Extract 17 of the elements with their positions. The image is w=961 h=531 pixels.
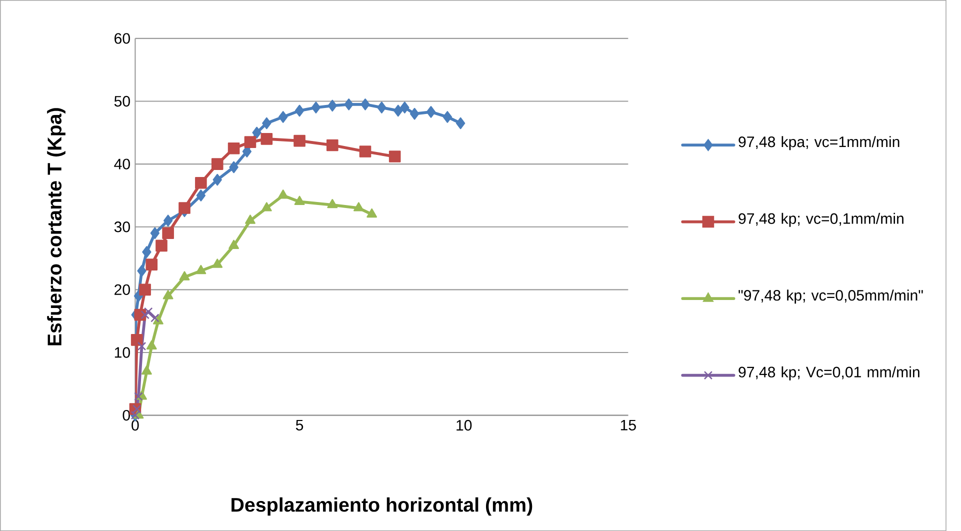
x-tick-label: 5 bbox=[296, 420, 304, 430]
x-axis-title: Desplazamiento horizontal (mm) bbox=[232, 497, 532, 516]
y-tick-label: 40 bbox=[114, 158, 130, 170]
legend-label: 97,48 kp; vc=0,1mm/min bbox=[738, 212, 904, 227]
y-axis-title: Esfuerzo cortante Τ (Kpa) bbox=[47, 108, 66, 346]
y-tick-label: 30 bbox=[114, 221, 130, 232]
y-tick-label: 50 bbox=[114, 96, 130, 107]
x-tick-label: 0 bbox=[132, 420, 139, 431]
legend-label: "97,48 kp; vc=0,05mm/min" bbox=[738, 290, 923, 304]
y-tick-label: 10 bbox=[114, 347, 130, 358]
y-tick-label: 0 bbox=[122, 410, 130, 421]
legend-label: 97,48 kp; Vc=0,01 mm/min bbox=[738, 366, 920, 380]
x-tick-label: 15 bbox=[620, 420, 636, 430]
y-tick-label: 60 bbox=[114, 33, 130, 44]
y-tick-label: 20 bbox=[114, 284, 130, 295]
x-tick-label: 10 bbox=[456, 420, 472, 431]
legend-label: 97,48 kpa; vc=1mm/min bbox=[738, 136, 900, 150]
